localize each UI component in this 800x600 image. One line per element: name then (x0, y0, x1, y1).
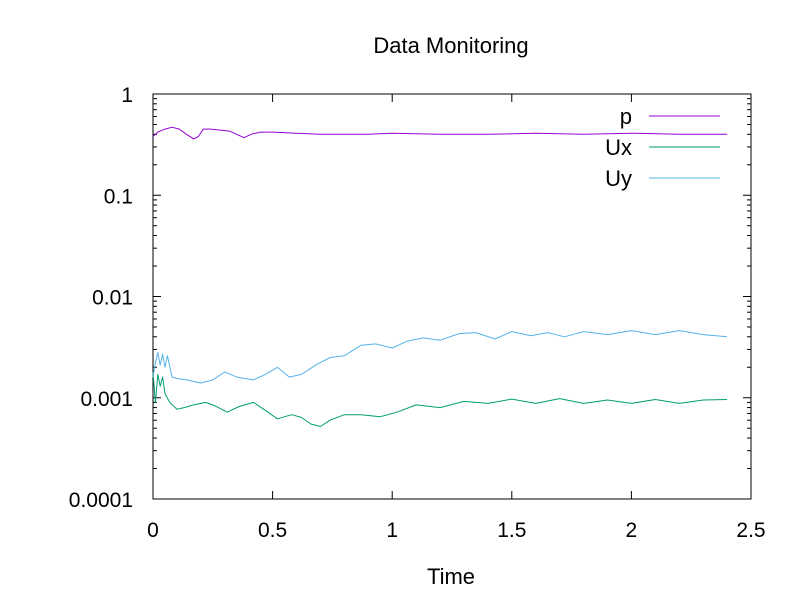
x-axis-label: Time (427, 564, 475, 589)
y-tick-label: 0.0001 (69, 489, 133, 512)
series-line-ux (152, 371, 728, 427)
series-line-p (152, 126, 728, 140)
y-tick-label: 0.001 (80, 388, 133, 411)
x-tick-label: 0.5 (258, 519, 287, 542)
chart-title: Data Monitoring (373, 33, 528, 58)
x-tick-label: 2 (626, 519, 638, 542)
x-tick-label: 0 (147, 519, 159, 542)
y-tick-label: 1 (121, 84, 133, 107)
legend-label: Ux (605, 135, 632, 160)
legend-label: Uy (605, 166, 632, 191)
y-tick-label: 0.1 (104, 185, 133, 208)
x-tick-label: 2.5 (736, 519, 765, 542)
y-tick-label: 0.01 (92, 287, 133, 310)
x-tick-label: 1 (386, 519, 398, 542)
plot-area: 0 0.5 1 1.5 2 2.5 0.0001 0.001 0.01 0.1 1 p Ux Uy (69, 84, 766, 542)
plot-frame (152, 93, 752, 500)
series-line-uy (152, 330, 728, 384)
legend-label: p (620, 104, 632, 129)
x-tick-label: 1.5 (497, 519, 526, 542)
